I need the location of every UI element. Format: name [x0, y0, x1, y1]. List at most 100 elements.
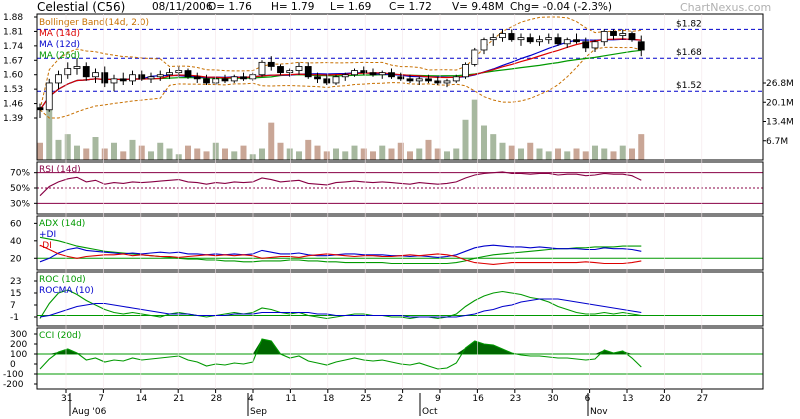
volume-bar	[157, 142, 164, 160]
candle-body	[600, 31, 608, 43]
candle-body	[82, 66, 90, 78]
x-tick-label: 25	[360, 394, 371, 404]
volume-bar	[240, 145, 247, 160]
x-tick-label: 2	[398, 394, 404, 404]
volume-bar	[481, 125, 487, 160]
price-change: Chg= -0.04 (-2.3%)	[510, 1, 612, 13]
candle-body	[499, 33, 506, 39]
volume-bar	[370, 151, 376, 160]
x-tick-label: 14	[136, 394, 148, 404]
volume-bar	[194, 148, 201, 160]
candle-body	[240, 76, 247, 80]
volume-bar	[314, 145, 321, 160]
adx-series-line-2	[39, 244, 642, 265]
volume-bar	[333, 148, 339, 160]
candle-body	[286, 70, 294, 74]
candle-body	[415, 78, 423, 82]
volume-bar	[444, 151, 450, 160]
x-tick-label: 4	[248, 394, 254, 404]
adx-panel-frame	[36, 215, 764, 271]
cci-positive-area	[40, 339, 642, 354]
high-price: H= 1.79	[271, 1, 315, 13]
volume-bar	[508, 145, 515, 160]
adx-tick-label: 40	[10, 237, 22, 247]
price-level-label: $1.68	[676, 48, 702, 58]
adx-series-line-0	[39, 236, 642, 265]
volume-bar	[582, 151, 589, 160]
cci-tick-label: -200	[3, 380, 24, 390]
candle-body	[434, 80, 442, 84]
candle-body	[193, 76, 201, 80]
volume-bar	[434, 148, 441, 160]
candle-body	[166, 72, 173, 76]
volume-value: V= 9.48M	[452, 1, 504, 13]
volume-bar	[259, 148, 265, 160]
candle-body	[619, 33, 627, 36]
x-tick-label: 13	[622, 394, 633, 404]
bollinger-lower-line	[39, 46, 642, 119]
x-tick-label: 21	[173, 394, 184, 404]
x-month-label: Nov	[590, 407, 608, 417]
rsi-series-line-0	[39, 171, 642, 197]
x-tick-label: 9	[435, 394, 441, 404]
cci-tick-label: 0	[10, 360, 16, 370]
candle-body	[101, 72, 109, 84]
price-tick-label: 1.39	[3, 114, 23, 124]
candle-body	[64, 68, 72, 76]
price-tick-label: 1.60	[3, 71, 23, 81]
volume-bar	[416, 148, 423, 160]
candle-body	[332, 76, 340, 84]
volume-tick-label: 26.8M	[766, 79, 794, 89]
volume-bar	[351, 145, 358, 160]
candle-body	[369, 72, 377, 76]
candle-body	[277, 66, 284, 74]
candle-body	[351, 70, 358, 76]
volume-bar	[286, 148, 293, 160]
candle-body	[45, 82, 53, 111]
volume-bar	[555, 148, 561, 160]
stock-name: Celestial (C56)	[37, 0, 126, 14]
candle-body	[36, 107, 44, 111]
roc-tick-label: -1	[10, 313, 19, 323]
header-bar: Celestial (C56) 08/11/2006 O= 1.76 H= 1.…	[0, 0, 800, 14]
adx-tick-label: 20	[10, 254, 22, 264]
rsi-legend-entry: RSI (14d)	[39, 165, 81, 175]
volume-bar	[268, 122, 275, 160]
roc-series-line-0	[39, 289, 642, 320]
roc-legend-entry: ROCMA (10)	[39, 286, 94, 296]
candle-body	[341, 74, 349, 78]
candle-body	[628, 33, 636, 41]
price-tick-label: 1.46	[3, 100, 23, 110]
bollinger-upper-line	[39, 16, 642, 110]
candle-body	[517, 37, 525, 41]
x-tick-label: 16	[472, 394, 484, 404]
volume-bar	[203, 151, 210, 160]
roc-tick-label: 15	[10, 289, 21, 299]
volume-bar	[111, 142, 117, 160]
cci-tick-label: 300	[10, 330, 27, 340]
candle-body	[406, 78, 414, 82]
x-tick-label: 28	[211, 394, 223, 404]
volume-bar	[601, 148, 608, 160]
adx-series-line-1	[39, 244, 642, 263]
cci-tick-label: 100	[10, 350, 27, 360]
candle-body	[55, 74, 62, 84]
volume-bar	[64, 134, 71, 160]
volume-bar	[120, 151, 127, 160]
candle-body	[591, 41, 599, 49]
low-price: L= 1.69	[330, 1, 372, 13]
volume-bar	[499, 142, 506, 160]
volume-bar	[536, 148, 543, 160]
volume-bar	[296, 151, 302, 160]
cci-panel-frame	[36, 327, 764, 390]
rsi-panel-frame	[36, 161, 764, 215]
candle-body	[119, 78, 127, 82]
volume-bar	[407, 151, 413, 160]
candle-body	[489, 37, 497, 41]
candle-body	[304, 66, 312, 78]
candle-body	[360, 70, 368, 74]
rsi-tick-label: 70%	[10, 169, 30, 179]
x-tick-label: 23	[510, 394, 521, 404]
volume-bar	[277, 142, 284, 160]
volume-bar	[471, 99, 478, 160]
